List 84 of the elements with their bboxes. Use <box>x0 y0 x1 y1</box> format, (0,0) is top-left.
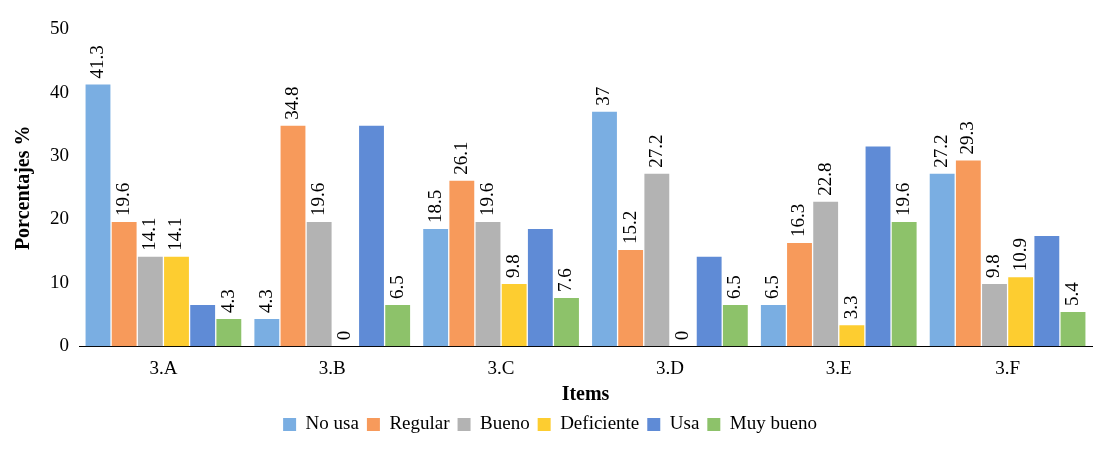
bar <box>449 180 475 347</box>
bar <box>280 125 306 347</box>
bar <box>955 160 981 347</box>
data-label: 4.3 <box>254 289 276 313</box>
data-label: 6.5 <box>723 275 745 300</box>
data-label: 19.6 <box>892 182 914 217</box>
x-tick-label: 3.A <box>149 356 178 378</box>
data-label: 4.3 <box>216 289 238 313</box>
bar <box>254 318 280 347</box>
data-label: 3.3 <box>839 295 861 320</box>
legend-label: Deficiente <box>560 412 640 434</box>
bar <box>982 284 1007 347</box>
data-label: 18.5 <box>423 189 445 223</box>
data-label: 6.5 <box>385 275 407 300</box>
bar <box>475 222 501 347</box>
bar <box>760 305 786 347</box>
bar <box>501 284 527 347</box>
bar <box>1034 235 1060 347</box>
x-tick-label: 3.C <box>487 356 515 378</box>
bar <box>929 173 955 347</box>
bar <box>696 256 722 347</box>
y-tick-label: 20 <box>50 207 69 229</box>
data-label: 5.4 <box>1060 281 1082 306</box>
bar <box>164 256 189 347</box>
bar <box>423 228 449 347</box>
x-tick-label: 3.E <box>825 356 852 378</box>
bar <box>1008 277 1034 347</box>
data-label: 10.9 <box>1008 237 1030 272</box>
x-tick-label: 3.D <box>655 356 684 378</box>
bar <box>722 305 748 347</box>
data-label: 22.8 <box>813 162 835 196</box>
legend-label: Muy bueno <box>729 412 817 434</box>
bar <box>216 318 242 347</box>
legend-label: No usa <box>305 412 360 434</box>
data-label: 9.8 <box>982 254 1004 279</box>
legend-label: Usa <box>669 412 700 434</box>
bar <box>306 222 332 347</box>
y-tick-label: 40 <box>50 80 69 102</box>
data-label: 37 <box>592 86 614 106</box>
bar <box>813 201 839 347</box>
legend-label: Regular <box>389 412 451 434</box>
data-label: 34.8 <box>280 86 302 120</box>
bar <box>618 249 644 347</box>
data-label: 0 <box>670 330 692 341</box>
y-tick-label: 10 <box>50 270 69 292</box>
y-tick-label: 0 <box>59 334 69 356</box>
bar <box>137 256 163 347</box>
data-label: 19.6 <box>475 182 497 217</box>
bar <box>190 305 216 347</box>
data-label: 16.3 <box>787 203 809 237</box>
data-label: 7.6 <box>554 268 576 293</box>
bar <box>554 298 579 347</box>
bar <box>85 84 111 347</box>
x-axis-title: Items <box>561 382 610 405</box>
data-label: 26.1 <box>449 141 471 175</box>
bar <box>644 173 670 347</box>
bar <box>592 111 617 347</box>
data-label: 27.2 <box>930 134 952 168</box>
bar <box>111 222 137 347</box>
data-label: 29.3 <box>956 121 978 155</box>
data-label: 27.2 <box>644 134 666 168</box>
bar <box>385 305 411 347</box>
data-label: 15.2 <box>618 210 640 244</box>
y-tick-label: 30 <box>50 144 69 166</box>
data-label: 9.8 <box>502 254 524 279</box>
data-label: 14.1 <box>164 217 186 251</box>
bar <box>865 146 891 347</box>
data-label: 0 <box>333 330 355 341</box>
data-label: 19.6 <box>112 182 134 217</box>
data-label: 41.3 <box>85 45 107 79</box>
legend-label: Bueno <box>480 412 530 434</box>
data-label: 14.1 <box>138 217 160 251</box>
data-label: 19.6 <box>307 182 329 217</box>
data-label: 6.5 <box>761 275 783 300</box>
bar <box>1060 311 1086 347</box>
bar <box>891 222 917 347</box>
y-axis-title: Porcentajes % <box>11 125 35 251</box>
x-tick-label: 3.B <box>318 356 346 378</box>
y-tick-label: 50 <box>50 17 69 39</box>
bar <box>359 125 384 347</box>
bar <box>839 325 865 347</box>
bar <box>527 228 553 347</box>
x-tick-label: 3.F <box>995 356 1020 378</box>
bar <box>787 242 812 347</box>
